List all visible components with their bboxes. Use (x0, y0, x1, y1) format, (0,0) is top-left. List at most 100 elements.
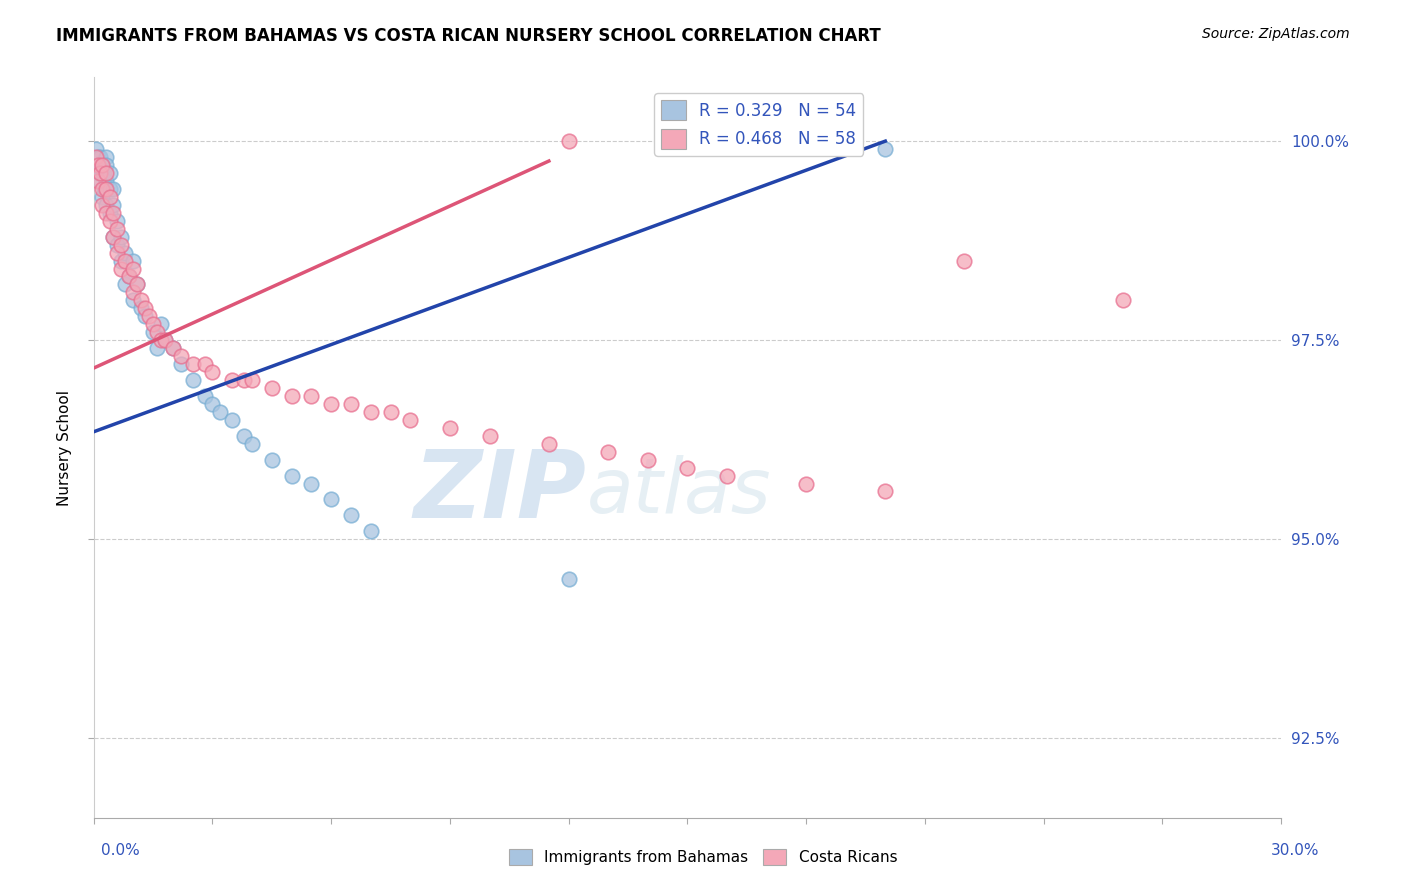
Point (233, 373, 256, 387)
Point (162, 341, 184, 355)
Point (94, 198, 117, 212)
Point (86, 174, 108, 188)
Point (162, 341, 184, 355)
Point (129, 293, 152, 308)
Point (98, 190, 121, 204)
Point (637, 452, 659, 467)
Point (142, 325, 165, 339)
Point (146, 341, 169, 355)
Point (209, 405, 232, 419)
Point (118, 269, 141, 284)
Point (146, 325, 169, 339)
Point (260, 452, 283, 467)
Point (90, 190, 112, 204)
Point (103, 198, 125, 212)
Point (118, 269, 141, 284)
Point (107, 213, 129, 227)
Point (98, 166, 121, 180)
Point (875, 484, 897, 499)
Point (181, 373, 204, 387)
Point (280, 468, 302, 483)
Point (84, 142, 107, 156)
Point (360, 405, 382, 419)
Point (299, 389, 322, 403)
Point (321, 492, 343, 507)
Point (103, 182, 125, 196)
Point (598, 444, 620, 458)
Point (90, 158, 112, 172)
Point (127, 277, 149, 292)
Point (103, 206, 125, 220)
Point (114, 277, 136, 292)
Point (340, 397, 363, 411)
Point (122, 285, 145, 300)
Point (94, 182, 117, 196)
Point (129, 301, 152, 316)
Text: IMMIGRANTS FROM BAHAMAS VS COSTA RICAN NURSERY SCHOOL CORRELATION CHART: IMMIGRANTS FROM BAHAMAS VS COSTA RICAN N… (56, 27, 882, 45)
Point (439, 421, 461, 435)
Point (110, 237, 132, 252)
Point (94, 158, 117, 172)
Point (221, 413, 243, 427)
Point (122, 293, 145, 308)
Point (90, 166, 112, 180)
Point (953, 253, 976, 268)
Point (380, 405, 402, 419)
Point (153, 333, 176, 347)
Text: 30.0%: 30.0% (1271, 843, 1319, 858)
Point (90, 182, 112, 196)
Point (875, 142, 897, 156)
Point (98, 206, 121, 220)
Point (98, 182, 121, 196)
Point (98, 213, 121, 227)
Point (90, 158, 112, 172)
Point (94, 174, 117, 188)
Point (89, 174, 111, 188)
Point (93, 182, 115, 196)
Point (280, 389, 302, 403)
Point (122, 261, 145, 276)
Point (321, 397, 343, 411)
Point (94, 166, 117, 180)
Point (93, 166, 115, 180)
Point (114, 245, 136, 260)
Point (110, 253, 132, 268)
Point (90, 198, 112, 212)
Point (478, 428, 501, 442)
Point (142, 318, 165, 332)
Point (676, 460, 699, 475)
Point (201, 397, 224, 411)
Point (94, 150, 117, 164)
Point (94, 206, 117, 220)
Point (84, 150, 107, 164)
Point (134, 310, 156, 324)
Point (557, 572, 579, 586)
Point (193, 389, 215, 403)
Point (170, 349, 193, 363)
Point (794, 476, 817, 491)
Point (86, 150, 108, 164)
Point (150, 333, 173, 347)
Point (240, 436, 263, 450)
Text: Source: ZipAtlas.com: Source: ZipAtlas.com (1202, 27, 1350, 41)
Point (114, 253, 136, 268)
Point (107, 221, 129, 235)
Point (716, 468, 738, 483)
Point (150, 318, 173, 332)
Point (399, 413, 422, 427)
Legend: R = 0.329   N = 54, R = 0.468   N = 58: R = 0.329 N = 54, R = 0.468 N = 58 (654, 93, 863, 155)
Point (107, 245, 129, 260)
Point (181, 357, 204, 371)
Point (86, 166, 108, 180)
Point (86, 158, 108, 172)
Point (134, 301, 156, 316)
Point (107, 237, 129, 252)
Point (260, 381, 283, 395)
Point (89, 150, 111, 164)
Point (1112, 293, 1135, 308)
Point (360, 524, 382, 539)
Y-axis label: Nursery School: Nursery School (58, 390, 72, 506)
Text: ZIP: ZIP (413, 446, 586, 538)
Point (86, 158, 108, 172)
Point (557, 134, 579, 148)
